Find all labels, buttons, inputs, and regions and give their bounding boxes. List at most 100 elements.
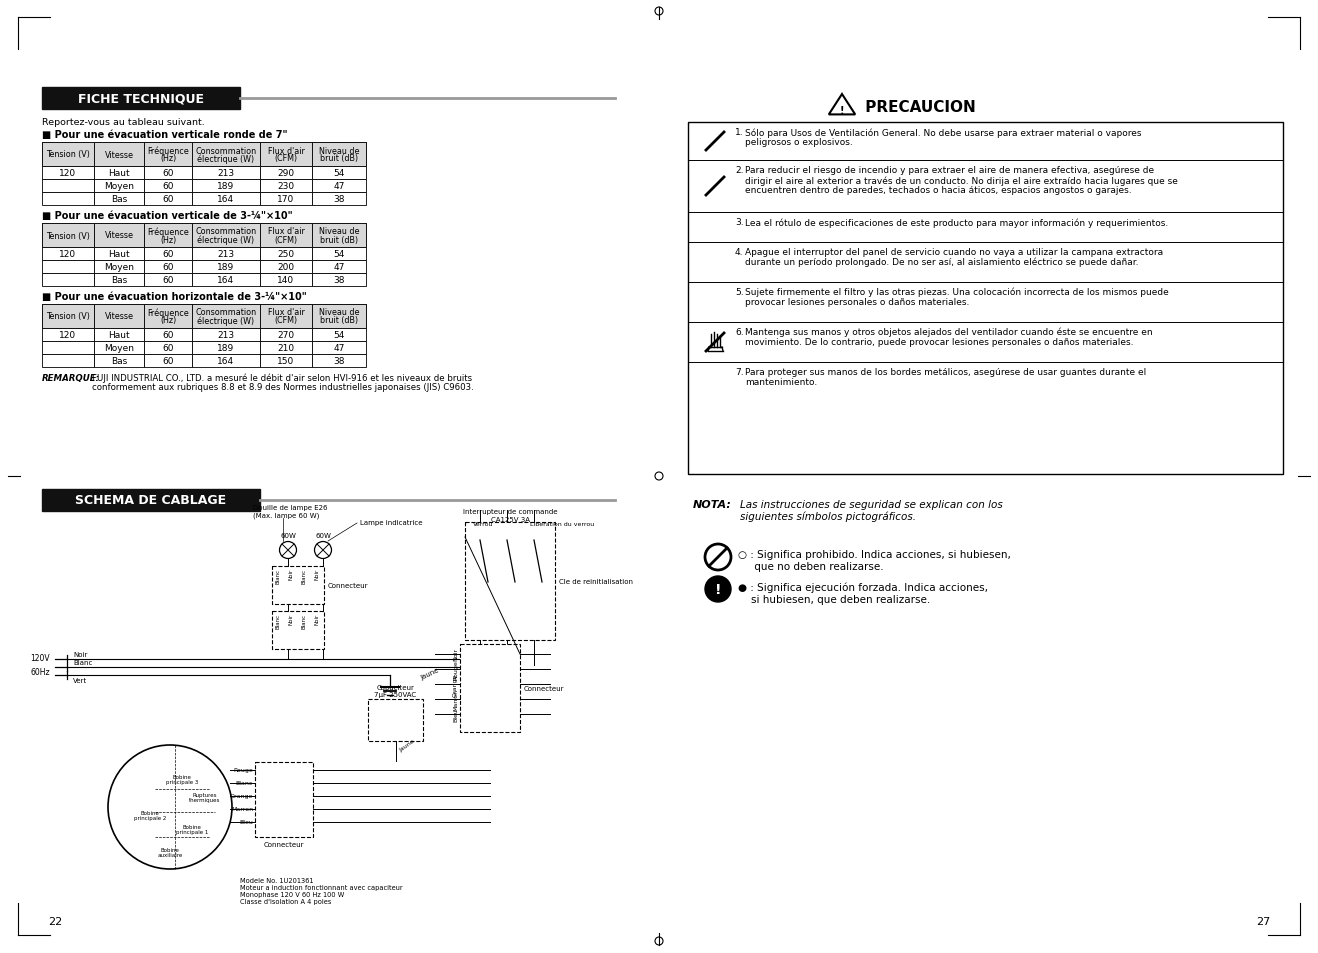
Text: conformement aux rubriques 8.8 et 8.9 des Normes industrielles japonaises (JIS) : conformement aux rubriques 8.8 et 8.9 de… bbox=[92, 382, 473, 392]
Bar bbox=[260, 305, 312, 329]
Bar bbox=[94, 329, 144, 341]
Text: 189: 189 bbox=[217, 263, 235, 272]
Text: CA125V 3A: CA125V 3A bbox=[490, 517, 530, 522]
Text: 60W: 60W bbox=[315, 533, 331, 538]
Text: (CFM): (CFM) bbox=[274, 316, 298, 325]
Text: Modele No. 1U201361
Moteur a induction fonctionnant avec capaciteur
Monophase 12: Modele No. 1U201361 Moteur a induction f… bbox=[240, 877, 402, 904]
Text: encuentren dentro de paredes, techados o hacia áticos, espacios angostos o garaj: encuentren dentro de paredes, techados o… bbox=[745, 186, 1132, 194]
Text: 213: 213 bbox=[217, 169, 235, 178]
Bar bbox=[144, 143, 192, 167]
Text: Blanc: Blanc bbox=[302, 614, 307, 628]
Text: (Hz): (Hz) bbox=[159, 316, 177, 325]
Text: Jaune: Jaune bbox=[398, 738, 415, 752]
Bar bbox=[94, 274, 144, 287]
Text: Blanc: Blanc bbox=[72, 659, 92, 665]
Text: Las instrucciones de seguridad se explican con los
siguientes símbolos pictográf: Las instrucciones de seguridad se explic… bbox=[739, 499, 1003, 521]
Text: Flux d'air: Flux d'air bbox=[268, 227, 304, 236]
Bar bbox=[42, 224, 366, 248]
Bar bbox=[192, 143, 260, 167]
Bar bbox=[144, 167, 192, 180]
Text: 54: 54 bbox=[333, 169, 345, 178]
Bar bbox=[94, 305, 144, 329]
Bar bbox=[94, 193, 144, 206]
Text: 164: 164 bbox=[217, 356, 235, 366]
Text: PRECAUCION: PRECAUCION bbox=[861, 99, 975, 114]
Bar bbox=[460, 644, 521, 732]
Text: Orange: Orange bbox=[229, 794, 253, 799]
Bar bbox=[260, 341, 312, 355]
Text: Haut: Haut bbox=[108, 169, 129, 178]
Circle shape bbox=[477, 584, 482, 590]
Bar bbox=[42, 305, 94, 329]
Bar bbox=[192, 180, 260, 193]
Text: Consommation: Consommation bbox=[195, 147, 257, 155]
Bar bbox=[94, 167, 144, 180]
Bar bbox=[260, 167, 312, 180]
Text: Douille de lampe E26
(Max. lampe 60 W): Douille de lampe E26 (Max. lampe 60 W) bbox=[253, 505, 327, 518]
Text: Blanc: Blanc bbox=[236, 781, 253, 785]
Text: 60: 60 bbox=[162, 344, 174, 353]
Bar bbox=[42, 143, 94, 167]
Bar bbox=[144, 305, 192, 329]
Circle shape bbox=[702, 369, 728, 395]
Text: 170: 170 bbox=[277, 194, 295, 204]
Bar bbox=[94, 355, 144, 368]
Bar bbox=[42, 355, 94, 368]
Text: mantenimiento.: mantenimiento. bbox=[745, 377, 817, 387]
Bar bbox=[42, 224, 94, 248]
Bar bbox=[260, 180, 312, 193]
Circle shape bbox=[702, 214, 728, 241]
Text: Rouge: Rouge bbox=[233, 768, 253, 773]
Text: ● : Significa ejecución forzada. Indica acciones,
    si hubiesen, que deben rea: ● : Significa ejecución forzada. Indica … bbox=[738, 582, 988, 604]
Bar bbox=[312, 329, 366, 341]
Bar bbox=[42, 329, 94, 341]
Text: Moyen: Moyen bbox=[104, 182, 134, 191]
Text: 6.: 6. bbox=[735, 328, 743, 336]
Text: Fréquence: Fréquence bbox=[148, 308, 188, 317]
Circle shape bbox=[503, 535, 510, 540]
Text: 60: 60 bbox=[162, 194, 174, 204]
Text: Flux d'air: Flux d'air bbox=[268, 308, 304, 317]
Text: 140: 140 bbox=[277, 275, 294, 285]
Text: Para reducir el riesgo de incendio y para extraer el aire de manera efectiva, as: Para reducir el riesgo de incendio y par… bbox=[745, 166, 1155, 174]
Bar bbox=[192, 305, 260, 329]
Text: Rouge: Rouge bbox=[453, 659, 457, 679]
Text: Jaune: Jaune bbox=[420, 666, 440, 680]
Text: Tension (V): Tension (V) bbox=[46, 232, 90, 240]
Text: 189: 189 bbox=[217, 344, 235, 353]
Circle shape bbox=[702, 250, 728, 275]
Text: 60W: 60W bbox=[279, 533, 297, 538]
Text: Bobine
principale 2: Bobine principale 2 bbox=[134, 810, 166, 821]
Text: électrique (W): électrique (W) bbox=[198, 315, 254, 325]
Text: 54: 54 bbox=[333, 250, 345, 258]
Text: Bas: Bas bbox=[111, 194, 127, 204]
Bar bbox=[144, 329, 192, 341]
Bar bbox=[94, 341, 144, 355]
Bar bbox=[144, 224, 192, 248]
Text: 60: 60 bbox=[162, 263, 174, 272]
Bar bbox=[144, 180, 192, 193]
Text: Interrupteur de commande: Interrupteur de commande bbox=[463, 509, 558, 515]
Bar bbox=[272, 566, 324, 604]
Text: 120: 120 bbox=[59, 331, 76, 339]
Bar bbox=[312, 167, 366, 180]
Bar bbox=[94, 224, 144, 248]
Text: Tension (V): Tension (V) bbox=[46, 151, 90, 159]
Text: 200: 200 bbox=[277, 263, 294, 272]
Text: 250: 250 bbox=[277, 250, 294, 258]
Bar bbox=[192, 355, 260, 368]
Text: Fréquence: Fréquence bbox=[148, 146, 188, 155]
Text: bruit (dB): bruit (dB) bbox=[320, 316, 358, 325]
Text: Ruptures
thermiques: Ruptures thermiques bbox=[190, 792, 220, 802]
Text: 54: 54 bbox=[333, 331, 345, 339]
Bar bbox=[42, 167, 94, 180]
Bar bbox=[144, 341, 192, 355]
Text: Consommation: Consommation bbox=[195, 227, 257, 236]
Bar bbox=[260, 274, 312, 287]
Text: 60: 60 bbox=[162, 169, 174, 178]
Text: Haut: Haut bbox=[108, 331, 129, 339]
Text: Bobine
principale 3: Bobine principale 3 bbox=[166, 774, 198, 784]
Bar bbox=[94, 143, 144, 167]
Text: Niveau de: Niveau de bbox=[319, 147, 360, 155]
Bar bbox=[192, 167, 260, 180]
